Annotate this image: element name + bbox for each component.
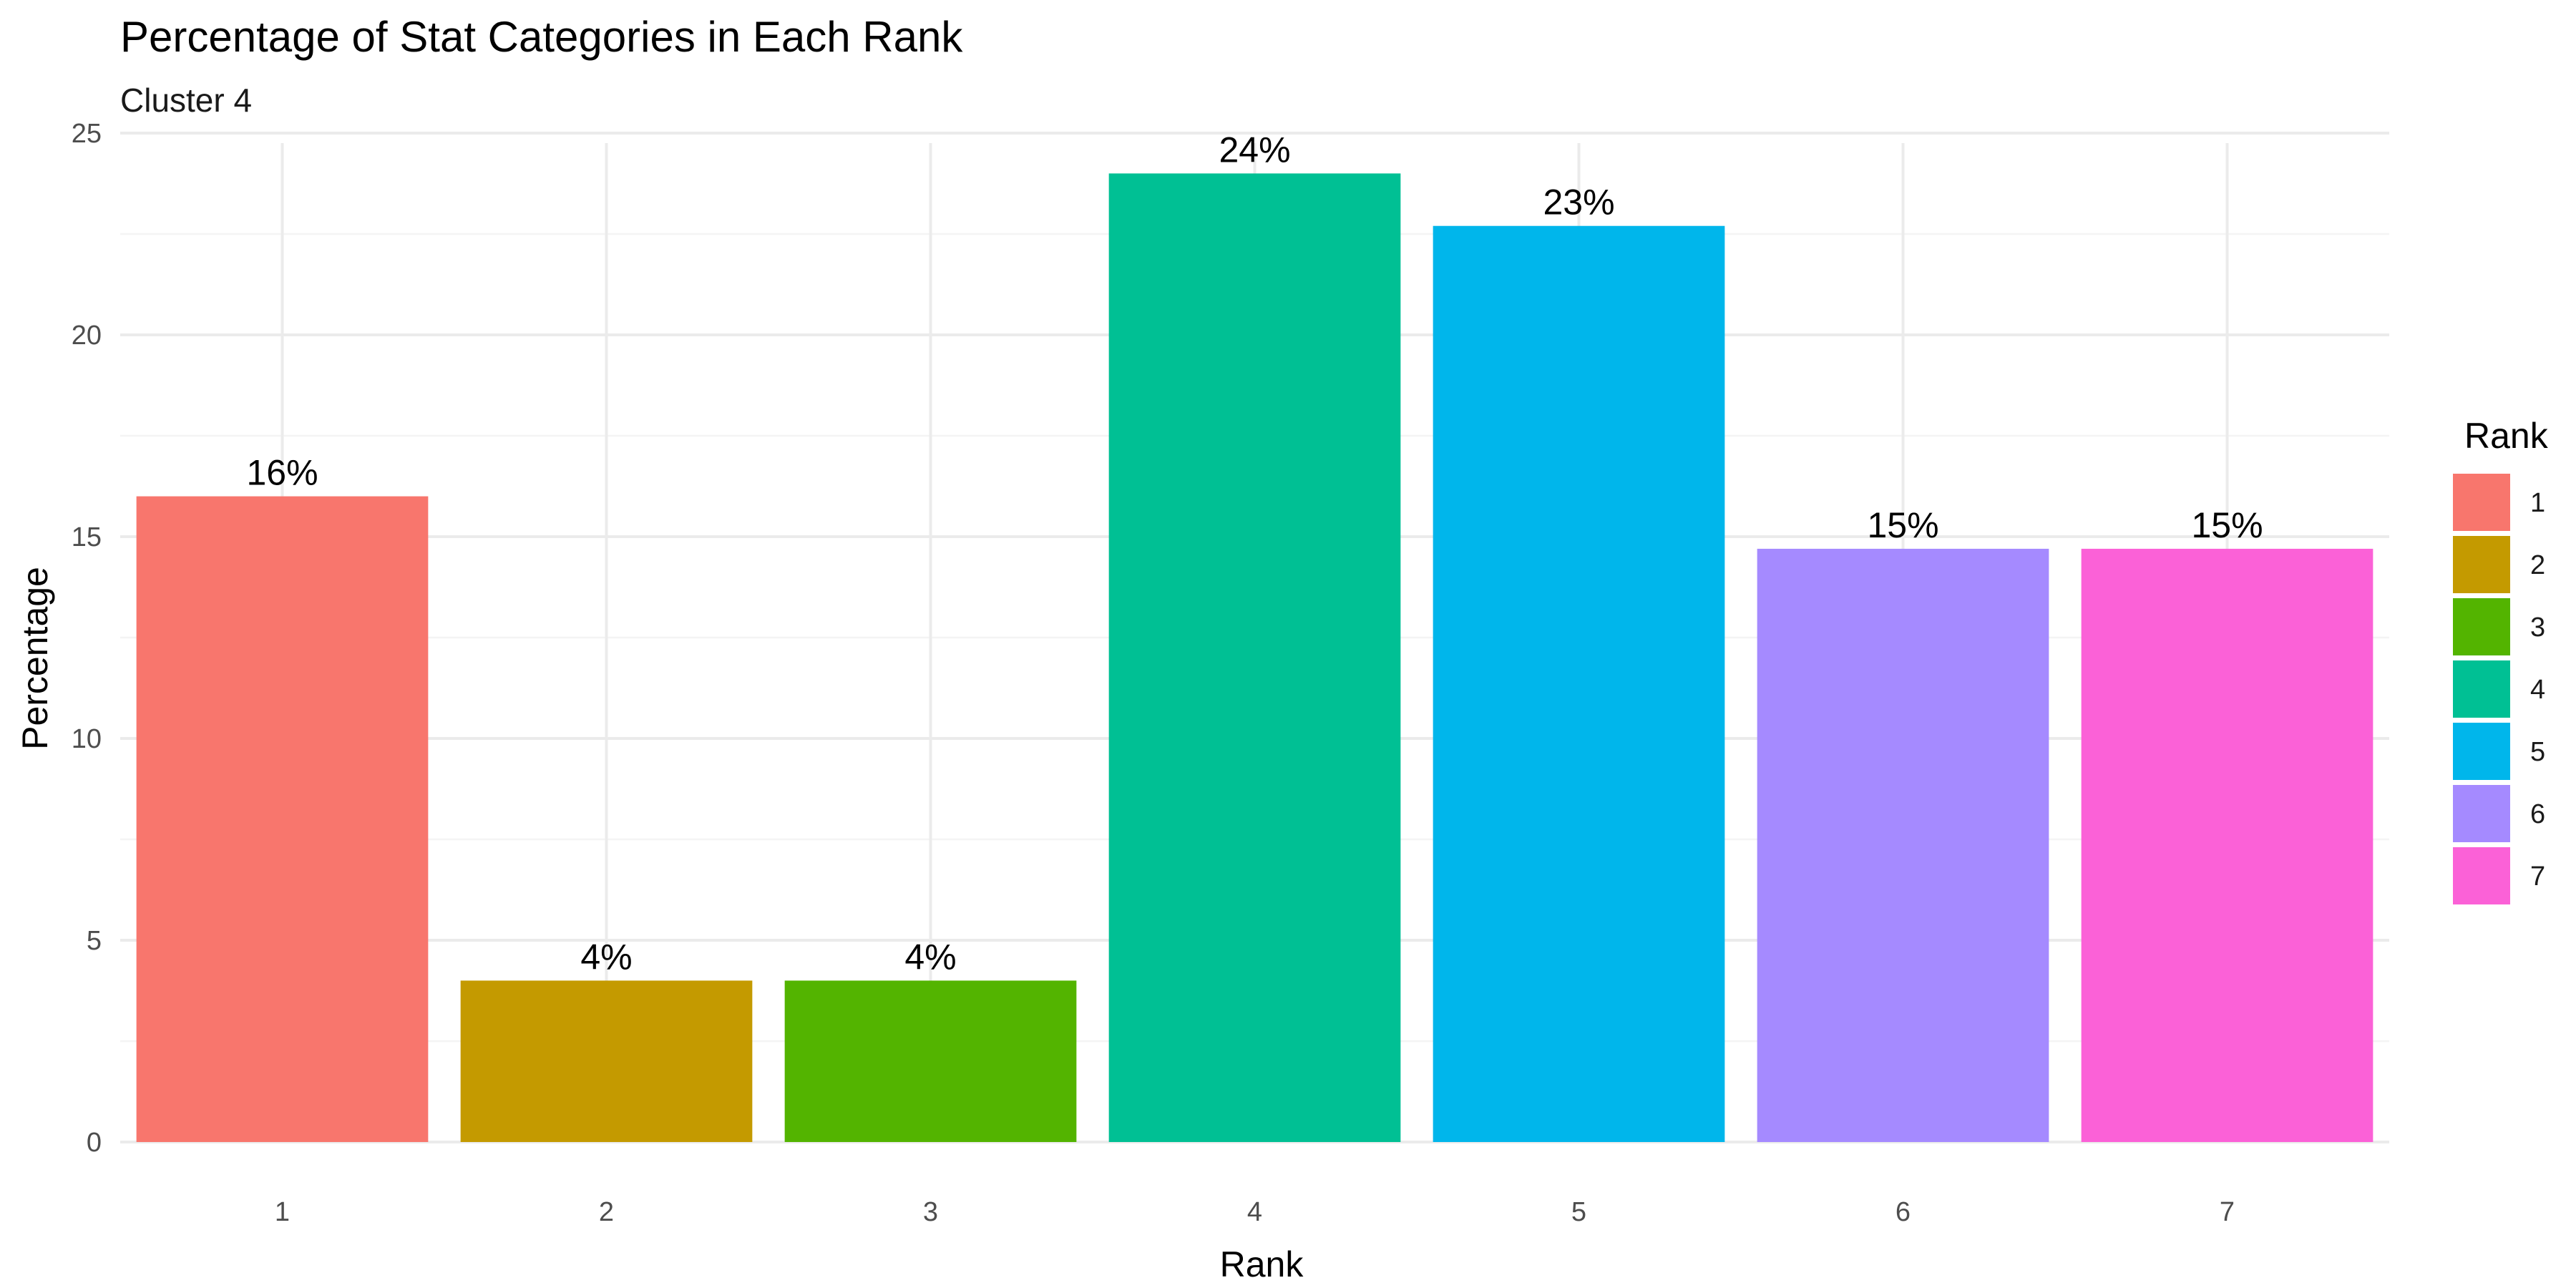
bar-rank-2 — [460, 980, 753, 1142]
data-label-rank-3: 4% — [904, 937, 956, 977]
bar-rank-4 — [1108, 173, 1401, 1142]
legend-label-6: 6 — [2530, 799, 2545, 829]
y-tick-label: 0 — [87, 1128, 102, 1158]
chart-title: Percentage of Stat Categories in Each Ra… — [120, 13, 963, 61]
legend-key-2 — [2453, 536, 2510, 593]
data-label-rank-1: 16% — [246, 453, 318, 493]
data-label-rank-5: 23% — [1543, 182, 1614, 223]
legend-label-7: 7 — [2530, 862, 2545, 892]
bars — [136, 173, 2373, 1143]
x-tick-label: 2 — [599, 1197, 614, 1227]
y-tick-label: 20 — [72, 321, 102, 351]
legend-label-1: 1 — [2530, 488, 2545, 518]
legend-key-3 — [2453, 598, 2510, 655]
legend-key-1 — [2453, 474, 2510, 531]
data-label-rank-2: 4% — [580, 937, 632, 977]
x-tick-label: 6 — [1896, 1197, 1911, 1227]
data-labels: 16% 4% 4% 24% 23% 15% 15% — [246, 130, 2263, 977]
y-tick-label: 5 — [87, 926, 102, 956]
y-axis-title: Percentage — [15, 567, 55, 750]
x-tick-label: 7 — [2220, 1197, 2235, 1227]
legend-key-4 — [2453, 660, 2510, 718]
data-label-rank-6: 15% — [1867, 505, 1938, 545]
bar-rank-1 — [136, 496, 429, 1142]
legend-label-4: 4 — [2530, 675, 2545, 705]
x-axis-title: Rank — [1220, 1244, 1304, 1284]
legend-items: 1 2 3 4 5 6 7 — [2453, 474, 2545, 904]
data-label-rank-4: 24% — [1219, 130, 1290, 170]
bar-rank-3 — [784, 980, 1077, 1142]
bar-rank-6 — [1757, 548, 2049, 1142]
y-tick-label: 10 — [72, 724, 102, 754]
x-tick-label: 1 — [275, 1197, 290, 1227]
axis-ticks: 0 5 10 15 20 25 1 2 3 4 5 6 7 — [72, 119, 2235, 1227]
legend: Rank 1 2 3 4 5 6 7 — [2453, 416, 2549, 904]
legend-label-3: 3 — [2530, 613, 2545, 643]
legend-label-5: 5 — [2530, 737, 2545, 767]
legend-key-5 — [2453, 723, 2510, 780]
bar-rank-5 — [1433, 225, 1725, 1143]
data-label-rank-7: 15% — [2191, 505, 2263, 545]
legend-key-6 — [2453, 785, 2510, 842]
bar-rank-7 — [2081, 548, 2373, 1142]
x-tick-label: 4 — [1247, 1197, 1262, 1227]
chart-subtitle: Cluster 4 — [120, 82, 252, 119]
x-tick-label: 5 — [1571, 1197, 1586, 1227]
legend-label-2: 2 — [2530, 550, 2545, 580]
legend-title: Rank — [2464, 416, 2549, 456]
y-tick-label: 15 — [72, 522, 102, 552]
y-tick-label: 25 — [72, 119, 102, 149]
x-tick-label: 3 — [923, 1197, 938, 1227]
legend-key-7 — [2453, 847, 2510, 904]
